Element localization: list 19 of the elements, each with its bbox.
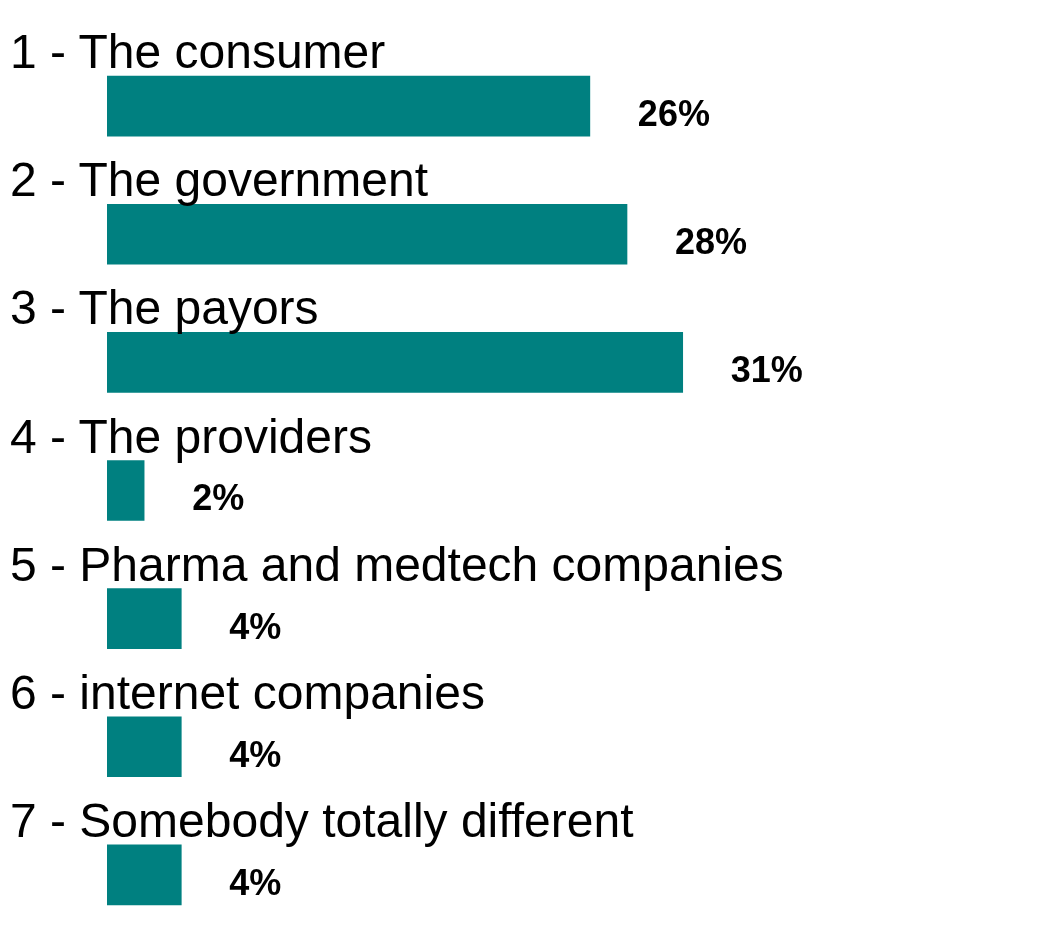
data-label: 4% [229, 861, 282, 903]
y-tick-label: 3 - The payors [10, 281, 319, 335]
y-tick-label: 7 - Somebody totally different [10, 793, 634, 847]
y-tick-label: 6 - internet companies [10, 665, 485, 719]
data-label: 2% [192, 477, 245, 519]
bar [107, 588, 182, 649]
data-label: 26% [637, 92, 710, 134]
bar [107, 332, 684, 393]
data-label: 4% [229, 733, 282, 775]
bar [107, 716, 182, 778]
bar [107, 460, 145, 521]
y-tick-label: 1 - The consumer [10, 25, 386, 79]
bar [107, 75, 591, 137]
y-tick-label: 5 - Pharma and medtech companies [10, 537, 784, 591]
data-label: 31% [730, 349, 803, 391]
y-tick-label: 2 - The government [10, 153, 429, 207]
y-tick-label: 4 - The providers [10, 409, 372, 463]
data-label: 4% [229, 605, 282, 647]
data-label: 28% [675, 221, 748, 263]
